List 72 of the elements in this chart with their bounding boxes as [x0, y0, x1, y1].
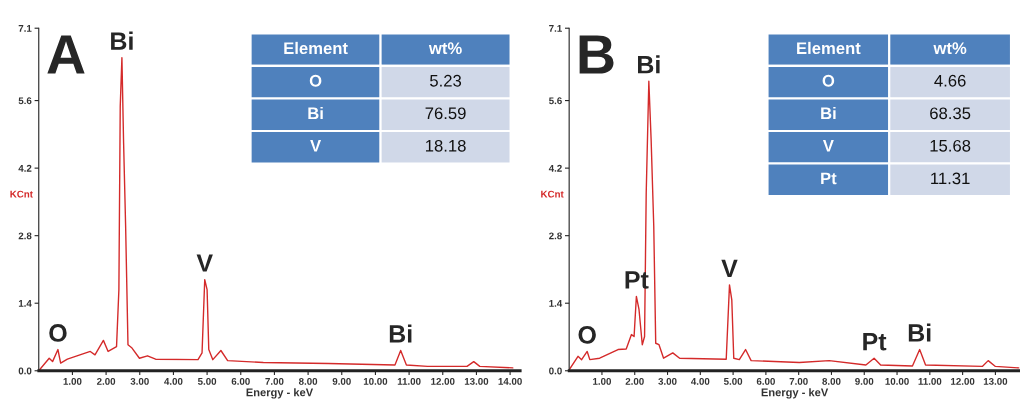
- y-tick-label: 7.1: [549, 25, 562, 32]
- annotation: Bi: [308, 106, 323, 120]
- x-tick-label: 4.00: [691, 377, 710, 385]
- chart-title: B: [579, 35, 614, 74]
- annotation: 15.68: [930, 139, 971, 152]
- y-tick-label: 5.6: [549, 97, 562, 105]
- annotation: V: [310, 140, 322, 152]
- annotation: V: [822, 140, 834, 152]
- y-tick-label: 0.0: [549, 367, 562, 375]
- y-tick-label: 5.6: [18, 97, 32, 105]
- x-tick-label: 10.00: [885, 377, 909, 385]
- annotation: Bi: [638, 55, 660, 74]
- y-axis-title: KCnt: [10, 190, 33, 198]
- x-axis-title: Energy - keV: [761, 388, 829, 399]
- x-tick-label: 11.00: [918, 377, 942, 385]
- x-tick-label: 8.00: [298, 377, 318, 385]
- y-tick-label: 7.1: [18, 25, 32, 32]
- annotation: V: [196, 254, 213, 272]
- annotation: Pt: [821, 172, 837, 185]
- annotation: Pt: [863, 333, 887, 351]
- x-tick-label: 7.00: [789, 377, 808, 385]
- annotation: 4.66: [934, 74, 966, 87]
- y-tick-label: 4.2: [18, 164, 32, 172]
- annotation: O: [49, 324, 67, 342]
- x-tick-label: 8.00: [822, 377, 841, 385]
- y-tick-label: 0.0: [18, 367, 32, 375]
- x-tick-label: 2.00: [96, 377, 116, 385]
- y-axis-title: KCnt: [541, 190, 564, 198]
- x-tick-label: 1.00: [63, 377, 82, 385]
- x-tick-label: 12.00: [431, 377, 455, 385]
- annotation: O: [578, 326, 596, 344]
- annotation: V: [721, 259, 738, 277]
- x-tick-label: 11.00: [397, 377, 421, 385]
- y-tick-label: 2.8: [18, 232, 32, 240]
- x-tick-label: 12.00: [951, 377, 975, 385]
- x-tick-label: 6.00: [231, 377, 250, 385]
- annotation: Bi: [111, 31, 133, 50]
- annotation: 5.23: [430, 74, 462, 87]
- x-tick-label: 10.00: [363, 377, 388, 385]
- annotation: 18.18: [426, 139, 466, 152]
- x-tick-label: 3.00: [658, 377, 677, 385]
- annotation: Bi: [908, 323, 931, 342]
- x-tick-label: 13.00: [983, 377, 1008, 385]
- y-tick-label: 1.4: [549, 300, 563, 307]
- x-tick-label: 2.00: [625, 377, 644, 385]
- annotation: 76.59: [425, 107, 466, 120]
- annotation: 68.35: [930, 107, 971, 120]
- x-tick-label: 7.00: [265, 377, 284, 385]
- x-tick-label: 6.00: [756, 377, 775, 385]
- annotation: O: [309, 74, 322, 87]
- x-tick-label: 9.00: [332, 377, 351, 385]
- annotation: wt%: [428, 42, 462, 55]
- annotation: O: [822, 74, 835, 87]
- x-tick-label: 4.00: [164, 377, 183, 385]
- x-tick-label: 14.00: [498, 377, 522, 385]
- annotation: Element: [284, 41, 348, 55]
- chart-title: A: [47, 35, 85, 74]
- x-tick-label: 5.00: [197, 377, 217, 385]
- y-tick-label: 2.8: [549, 232, 562, 240]
- x-tick-label: 9.00: [855, 377, 874, 385]
- annotation: Bi: [389, 324, 412, 343]
- x-tick-label: 1.00: [593, 377, 612, 385]
- annotation: 11.31: [931, 172, 970, 185]
- x-tick-label: 3.00: [130, 377, 149, 385]
- y-tick-label: 4.2: [548, 164, 562, 172]
- x-axis-title: Energy - keV: [246, 388, 314, 399]
- x-tick-label: 5.00: [723, 377, 743, 385]
- annotation: wt%: [933, 42, 967, 55]
- annotation: Bi: [821, 106, 836, 120]
- annotation: Element: [797, 41, 861, 55]
- x-tick-label: 13.00: [464, 377, 489, 385]
- y-tick-label: 1.4: [18, 300, 32, 307]
